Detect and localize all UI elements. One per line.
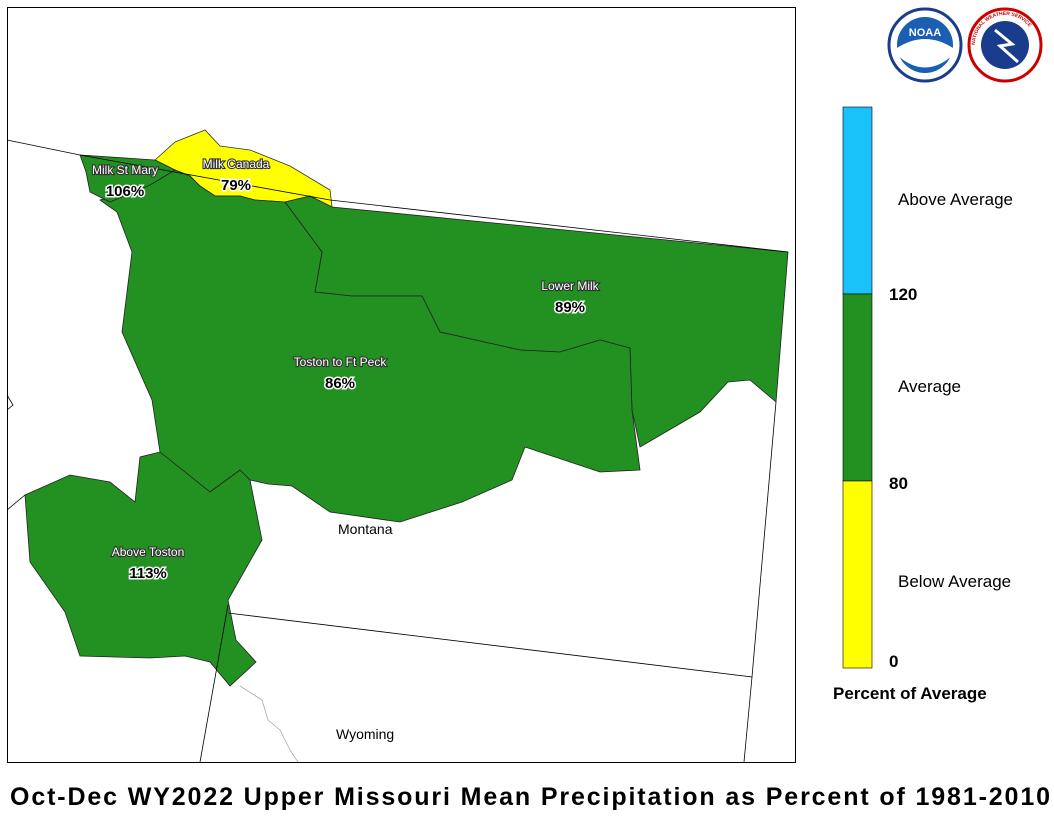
region-name: Lower Milk bbox=[541, 279, 599, 293]
region-value: 79% bbox=[221, 177, 251, 194]
legend-class: Average bbox=[898, 377, 961, 396]
state-label: Montana bbox=[338, 521, 393, 537]
legend-above bbox=[842, 106, 873, 295]
border-idaho-2 bbox=[6, 494, 26, 511]
nws-bolt bbox=[994, 28, 1019, 64]
legend: Above Average Average Below Average 120 … bbox=[833, 106, 1013, 703]
region-value: 106% bbox=[106, 183, 144, 200]
region-value: 89% bbox=[555, 299, 585, 316]
legend-tick: 0 bbox=[889, 652, 898, 671]
legend-class: Below Average bbox=[898, 572, 1011, 591]
map bbox=[6, 129, 789, 763]
border-wyoming-west bbox=[199, 604, 229, 763]
region-name: Milk Canada bbox=[203, 157, 270, 171]
noaa-text: NOAA bbox=[909, 27, 941, 39]
logos: NOAA NATIONAL WEATHER SERVICE bbox=[887, 7, 1043, 83]
river bbox=[239, 685, 299, 763]
title: Oct-Dec WY2022 Upper Missouri Mean Preci… bbox=[10, 783, 1050, 811]
state-label: Wyoming bbox=[336, 726, 394, 742]
legend-below bbox=[842, 480, 873, 669]
legend-class: Above Average bbox=[898, 190, 1013, 209]
legend-tick: 80 bbox=[889, 474, 908, 493]
border-dakota bbox=[751, 401, 777, 678]
region-name: Above Toston bbox=[112, 545, 185, 559]
region-labels: Milk St Mary 106% Milk Canada 79% Lower Milk… bbox=[91, 156, 601, 584]
region-name: Milk St Mary bbox=[92, 163, 158, 177]
legend-title: Percent of Average bbox=[833, 684, 987, 703]
legend-average bbox=[842, 293, 873, 482]
region-value: 113% bbox=[129, 565, 167, 582]
border-canada bbox=[6, 139, 789, 253]
noaa-wave bbox=[897, 39, 953, 68]
region-above-toston bbox=[24, 451, 263, 687]
border-idaho bbox=[6, 394, 14, 411]
region-milk-st-mary bbox=[79, 154, 176, 203]
region-name: Toston to Ft Peck bbox=[294, 355, 388, 369]
legend-tick: 120 bbox=[889, 285, 917, 304]
region-value: 86% bbox=[325, 375, 355, 392]
